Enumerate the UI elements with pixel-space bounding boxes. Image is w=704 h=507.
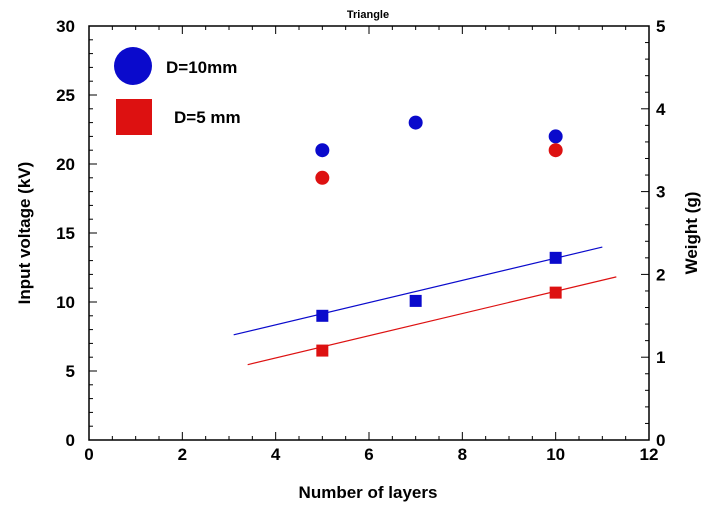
data-point-circle bbox=[315, 143, 330, 158]
x-tick-label: 0 bbox=[84, 445, 93, 464]
x-tick-label: 2 bbox=[178, 445, 187, 464]
data-point-square bbox=[549, 286, 562, 299]
y-left-tick-label: 0 bbox=[66, 431, 75, 450]
legend-marker-d10 bbox=[114, 47, 152, 85]
data-point-square bbox=[316, 344, 329, 357]
data-point-square bbox=[549, 251, 562, 264]
y-axis-left-title: Input voltage (kV) bbox=[15, 162, 34, 305]
trendline bbox=[233, 246, 603, 336]
y-left-tick-label: 30 bbox=[56, 17, 75, 36]
x-tick-label: 6 bbox=[364, 445, 373, 464]
y-right-tick-label: 3 bbox=[656, 183, 665, 202]
y-left-tick-label: 15 bbox=[56, 224, 75, 243]
y-left-tick-label: 20 bbox=[56, 155, 75, 174]
y-right-tick-label: 1 bbox=[656, 348, 665, 367]
legend-marker-d5 bbox=[116, 99, 152, 135]
data-point-circle bbox=[408, 115, 423, 130]
data-point-circle bbox=[548, 129, 563, 144]
x-tick-label: 10 bbox=[546, 445, 565, 464]
y-right-tick-label: 5 bbox=[656, 17, 665, 36]
data-point-circle bbox=[548, 143, 563, 158]
y-right-tick-label: 0 bbox=[656, 431, 665, 450]
y-right-tick-label: 4 bbox=[656, 100, 666, 119]
trendlines bbox=[233, 246, 617, 366]
y-left-tick-label: 10 bbox=[56, 293, 75, 312]
chart-title: Triangle bbox=[347, 9, 389, 21]
data-marks bbox=[315, 115, 563, 357]
x-tick-label: 4 bbox=[271, 445, 281, 464]
legend-label-d5: D=5 mm bbox=[174, 108, 241, 127]
data-point-square bbox=[316, 309, 329, 322]
x-tick-label: 8 bbox=[458, 445, 467, 464]
data-point-circle bbox=[315, 170, 330, 185]
ticks bbox=[88, 25, 650, 441]
y-left-tick-label: 5 bbox=[66, 362, 75, 381]
x-axis-title: Number of layers bbox=[299, 483, 438, 502]
x-tick-label: 12 bbox=[640, 445, 659, 464]
legend: D=10mm D=5 mm bbox=[114, 47, 241, 135]
data-point-square bbox=[409, 294, 422, 307]
plot-area-frame bbox=[88, 25, 650, 441]
legend-label-d10: D=10mm bbox=[166, 58, 237, 77]
y-left-tick-label: 25 bbox=[56, 86, 75, 105]
y-axis-right-title: Weight (g) bbox=[682, 192, 701, 275]
y-right-tick-label: 2 bbox=[656, 265, 665, 284]
